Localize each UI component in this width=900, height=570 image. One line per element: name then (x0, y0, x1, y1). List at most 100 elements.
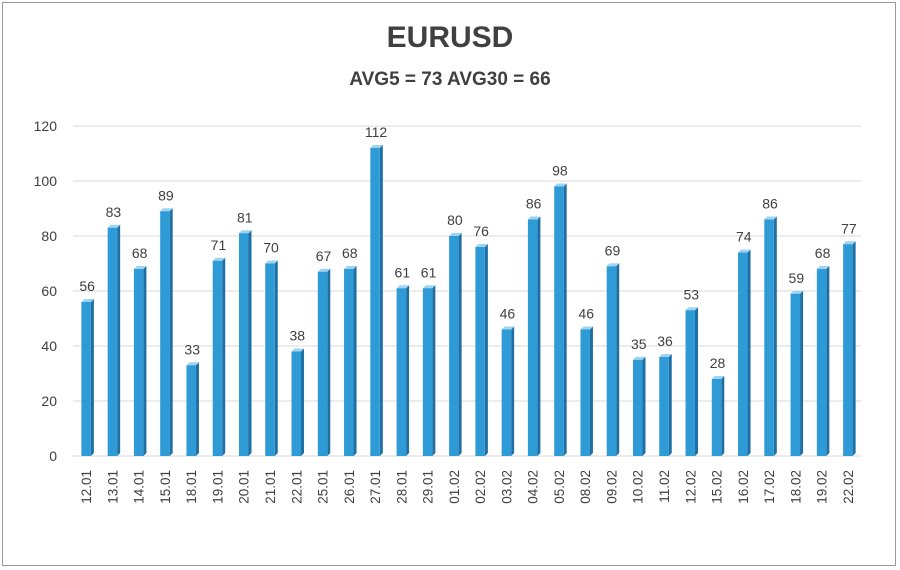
x-tick-label: 12.02 (683, 470, 698, 504)
bar-top (527, 216, 541, 220)
bar-front (344, 269, 354, 456)
bar (107, 224, 121, 456)
bar-top (501, 326, 515, 330)
bar-front (816, 269, 827, 456)
bar-side (747, 249, 751, 456)
bar-top (344, 266, 357, 269)
chart-title: EURUSD (386, 21, 514, 54)
bar (790, 290, 804, 456)
bar (344, 266, 357, 456)
bar-side (117, 224, 121, 456)
bar-side (90, 299, 94, 456)
bar-front (711, 379, 722, 456)
bar (738, 249, 751, 456)
bar-top (212, 257, 226, 261)
x-tick-label: 18.02 (788, 470, 803, 504)
bar-front (238, 233, 249, 456)
data-label: 98 (552, 163, 568, 179)
bar-side (432, 285, 436, 456)
bar-front (133, 269, 144, 456)
bar (501, 326, 515, 456)
bar-front (685, 310, 696, 456)
data-label: 71 (211, 237, 227, 253)
bar-top (81, 299, 94, 302)
bar-top (816, 266, 830, 269)
data-label: 81 (237, 209, 253, 225)
bar-side (301, 348, 305, 456)
x-tick-label: 17.02 (762, 470, 777, 504)
bar-side (327, 268, 331, 456)
bar-side (274, 260, 278, 456)
x-tick-label: 22.01 (289, 470, 304, 504)
x-tick-label: 27.01 (368, 470, 383, 504)
x-tick-label: 08.02 (578, 470, 593, 504)
y-tick-label: 20 (41, 393, 57, 409)
bar-chart: 0 20 40 60 80 100 120 56 12.01 83 13.01 68 14.01 89 15… (34, 118, 861, 504)
bar (449, 233, 462, 456)
data-label: 70 (263, 240, 279, 256)
bar-front (501, 329, 512, 456)
bar-front (527, 219, 538, 456)
bar-front (160, 211, 170, 456)
bar-side (773, 216, 777, 456)
bar (212, 257, 226, 456)
data-label: 36 (657, 333, 673, 349)
bar (632, 356, 646, 456)
bar-front (790, 293, 801, 456)
bar (422, 285, 436, 456)
y-tick-label: 120 (34, 118, 58, 134)
bar (606, 263, 620, 456)
x-tick-label: 22.02 (841, 470, 856, 504)
bar-side (616, 263, 620, 456)
bar-side (800, 290, 804, 456)
data-label: 76 (473, 223, 489, 239)
data-label: 68 (342, 245, 358, 261)
bar-top (317, 268, 331, 272)
data-label: 69 (605, 242, 621, 258)
bar (580, 326, 593, 456)
bar-front (370, 148, 380, 456)
bar-side (721, 376, 725, 456)
bar-side (353, 266, 357, 456)
bar-front (212, 260, 223, 456)
x-tick-label: 28.01 (394, 470, 409, 504)
bar (554, 183, 567, 456)
bar (396, 285, 410, 456)
bar-top (107, 224, 121, 228)
bar-front (317, 271, 328, 456)
bar-side (222, 257, 226, 456)
bar-side (642, 356, 646, 456)
bar (81, 299, 94, 456)
bar (238, 230, 252, 456)
bar (370, 145, 383, 456)
bar (133, 266, 147, 456)
x-tick-label: 25.01 (316, 470, 331, 504)
x-tick-label: 02.02 (473, 470, 488, 504)
x-tick-label: 11.02 (657, 470, 672, 503)
x-tick-label: 15.02 (710, 470, 725, 504)
y-tick-label: 40 (41, 338, 57, 354)
x-tick-label: 21.01 (263, 470, 278, 504)
data-label: 61 (421, 264, 437, 280)
y-tick-label: 60 (41, 283, 57, 299)
data-label: 28 (710, 355, 726, 371)
bar-front (265, 263, 275, 456)
bar-front (291, 351, 302, 456)
bar-front (843, 244, 853, 456)
bar-side (484, 244, 488, 456)
bar-side (379, 145, 383, 456)
bar (843, 241, 856, 456)
bar-side (195, 362, 199, 456)
bar-top (632, 356, 646, 360)
x-tick-label: 09.02 (604, 470, 619, 504)
bar-front (606, 266, 617, 456)
x-tick-label: 19.02 (815, 470, 830, 504)
bar-top (606, 263, 620, 267)
bar-front (107, 227, 118, 456)
data-label: 38 (289, 328, 305, 344)
bar-front (449, 236, 459, 456)
bar-top (396, 285, 410, 289)
bar-top (711, 376, 725, 379)
bar (317, 268, 331, 456)
